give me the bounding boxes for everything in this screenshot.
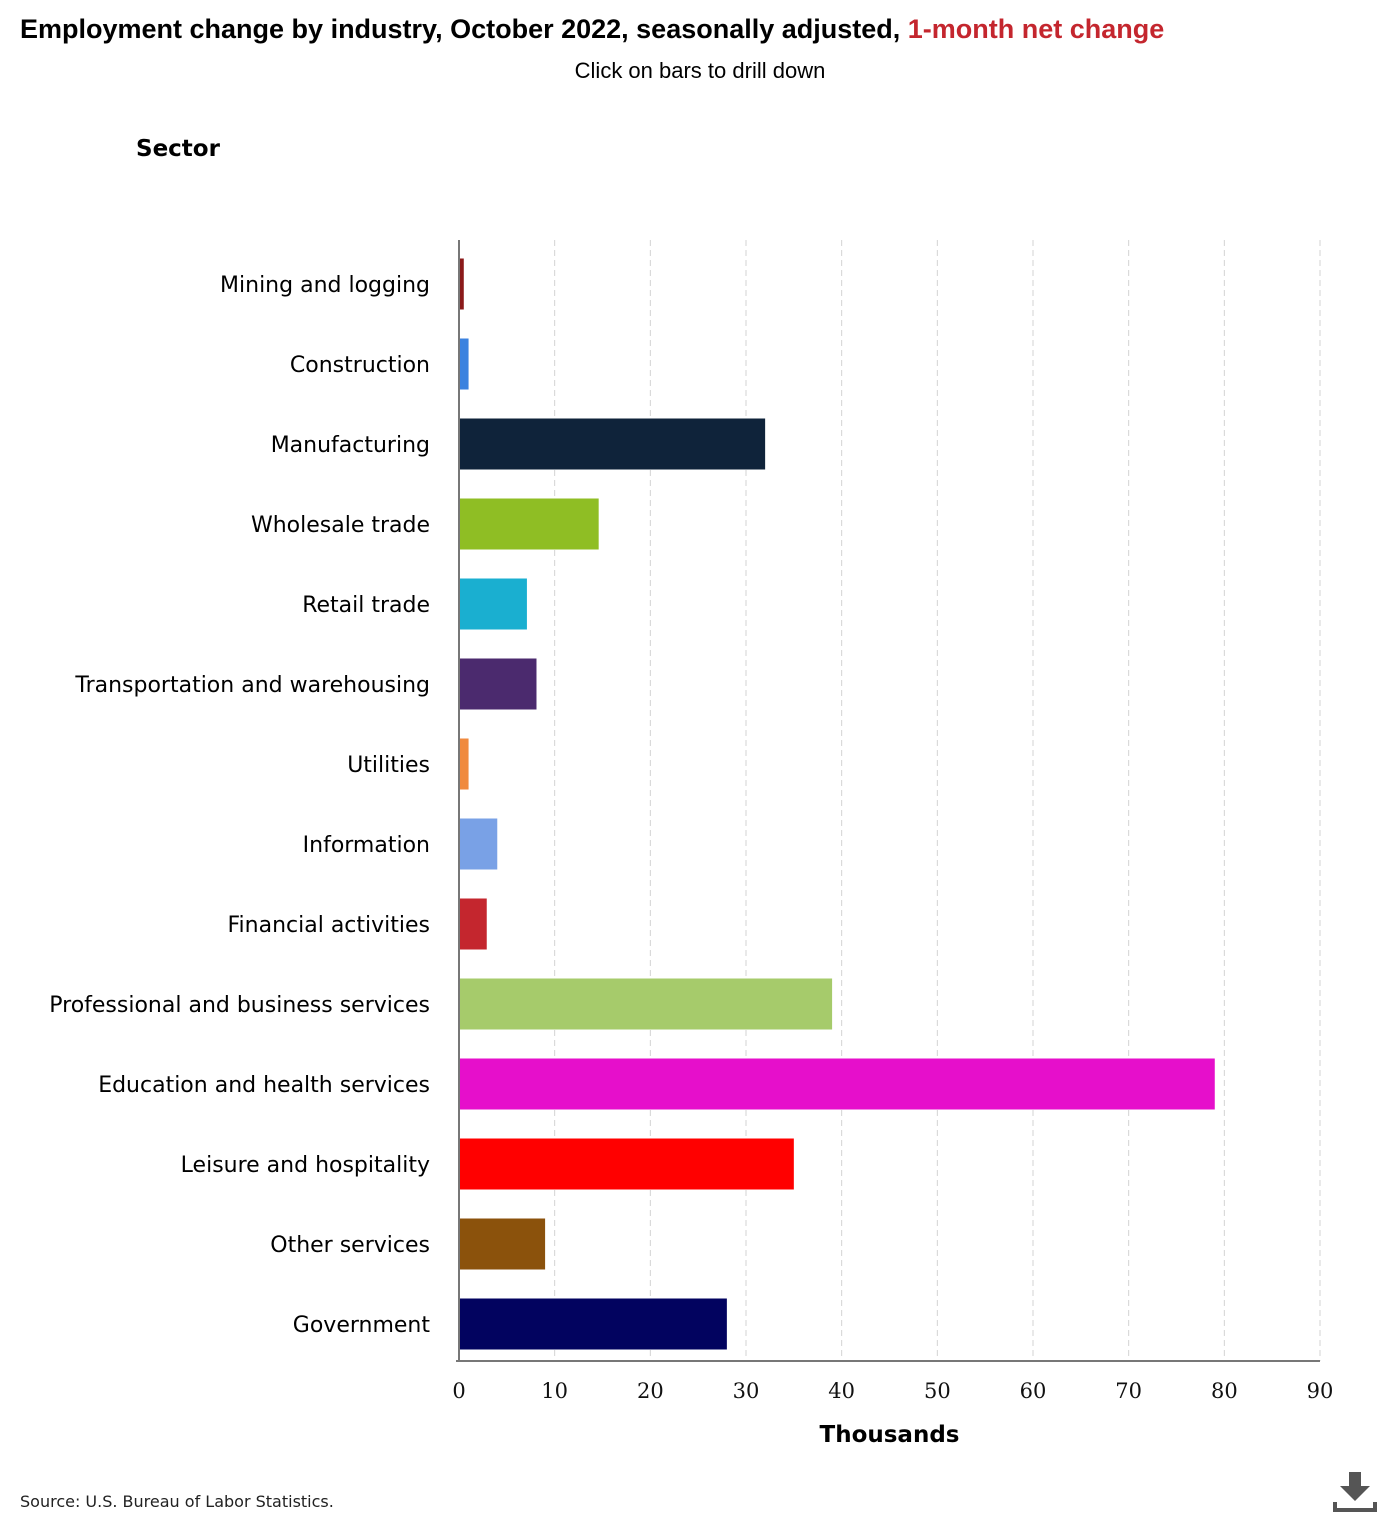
category-label: Professional and business services [49,993,430,1018]
chart-title-highlight: 1-month net change [907,14,1165,44]
category-label: Construction [290,353,430,378]
category-label: Retail trade [302,593,430,618]
x-tick-label: 10 [541,1379,568,1403]
source-note: Source: U.S. Bureau of Labor Statistics. [20,1492,334,1511]
chart-title-main: Employment change by industry, October 2… [20,14,908,44]
x-tick-label: 60 [1020,1379,1047,1403]
download-button[interactable] [1332,1468,1378,1514]
bar[interactable] [459,1138,794,1190]
category-label: Leisure and hospitality [181,1153,430,1178]
x-tick-label: 80 [1211,1379,1238,1403]
category-label: Utilities [347,753,430,778]
category-label: Education and health services [98,1073,430,1098]
chart-title: Employment change by industry, October 2… [20,14,1164,45]
bar[interactable] [459,418,766,470]
y-axis-title: Sector [136,136,220,162]
category-label: Manufacturing [271,433,430,458]
category-label: Mining and logging [220,273,430,298]
category-label: Transportation and warehousing [74,673,430,698]
bar[interactable] [459,818,498,870]
bar[interactable] [459,1298,727,1350]
bar-chart: Mining and logging Construction Manufactur… [49,240,1334,1448]
x-axis-title: Thousands [820,1422,960,1448]
x-tick-label: 20 [637,1379,664,1403]
x-tick-label: 40 [828,1379,855,1403]
category-label: Government [293,1313,431,1338]
bar[interactable] [459,978,833,1030]
x-tick-label: 0 [452,1379,465,1403]
bar[interactable] [459,498,599,550]
x-tick-label: 90 [1307,1379,1334,1403]
bar[interactable] [459,898,487,950]
category-label: Information [303,833,430,858]
download-icon [1333,1472,1377,1512]
bar[interactable] [459,1218,546,1270]
category-label: Wholesale trade [251,513,430,538]
bar[interactable] [459,578,527,630]
x-tick-label: 30 [733,1379,760,1403]
bar[interactable] [459,738,469,790]
bar[interactable] [459,338,469,390]
bar[interactable] [459,258,464,310]
x-tick-label: 50 [924,1379,951,1403]
chart-subtitle: Click on bars to drill down [574,58,826,83]
bar[interactable] [459,658,537,710]
bar[interactable] [459,1058,1215,1110]
x-tick-label: 70 [1115,1379,1142,1403]
category-label: Financial activities [227,913,430,938]
category-label: Other services [270,1233,430,1258]
